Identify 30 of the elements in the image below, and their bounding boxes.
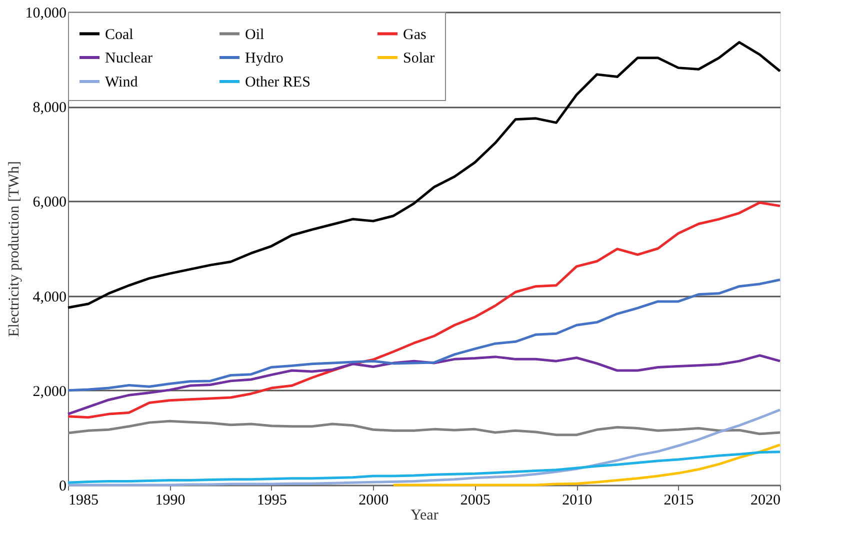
legend-label: Other RES: [245, 74, 310, 90]
x-tick-label: 2010: [562, 492, 592, 508]
y-tick-label: 6,000: [32, 194, 66, 211]
x-tick-label: 1995: [256, 492, 287, 508]
legend-label: Hydro: [245, 50, 284, 66]
legend-label: Nuclear: [105, 50, 152, 66]
line-series: [66, 41, 782, 309]
legend-label: Oil: [245, 26, 264, 43]
x-tick-label: 1990: [155, 492, 186, 508]
x-tick-label: 2015: [664, 492, 694, 508]
x-tick-label: 2005: [460, 492, 490, 508]
legend-label: Solar: [403, 50, 435, 66]
line-series: [392, 444, 782, 486]
y-tick-label: 4,000: [32, 289, 66, 306]
line-series: [66, 278, 782, 392]
line-series: [66, 201, 782, 419]
y-axis-title: Electricity production [TWh]: [6, 161, 22, 337]
x-tick-label: 2020: [750, 492, 780, 508]
y-tick-label: 10,000: [25, 6, 66, 22]
y-tick-label: 2,000: [32, 384, 66, 400]
y-tick-label: 8,000: [32, 100, 66, 116]
legend-label: Wind: [105, 74, 138, 90]
x-tick-label: 1985: [68, 492, 98, 508]
line-series: [66, 420, 782, 436]
legend-label: Gas: [403, 26, 426, 43]
x-tick-label: 2000: [358, 492, 389, 508]
legend-label: Coal: [105, 26, 134, 43]
line-series: [66, 354, 782, 416]
y-tick-label: 0: [59, 478, 66, 494]
x-axis-title: Year: [410, 508, 438, 524]
